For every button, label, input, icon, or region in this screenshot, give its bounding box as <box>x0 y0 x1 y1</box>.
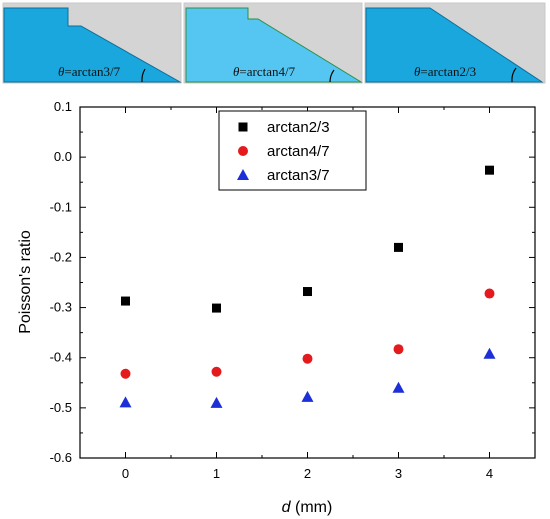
legend-marker-1 <box>238 122 248 132</box>
panel-3-theta: θ <box>414 64 421 79</box>
legend-label-3: arctan3/7 <box>267 167 330 184</box>
svg-text:θ=arctan3/7: θ=arctan3/7 <box>58 64 121 79</box>
x-axis-title: d (mm) <box>282 499 333 516</box>
geometry-panel-1: θ=arctan3/7 <box>2 2 182 84</box>
legend-label-1: arctan2/3 <box>267 119 330 136</box>
geometry-panel-3: θ=arctan2/3 <box>364 2 546 84</box>
panel-2-theta: θ <box>233 64 240 79</box>
y-tick-label: -0.3 <box>50 300 72 315</box>
series-2-point <box>302 353 313 364</box>
x-tick-label: 4 <box>486 466 493 481</box>
series-3-point <box>301 390 314 402</box>
panel-2-shape <box>185 7 363 83</box>
scatter-chart: 0.1 0.0 -0.1 -0.2 -0.3 -0.4 -0.5 -0.6 0 1 2 3 4 Poi… <box>17 99 536 516</box>
y-tick-label: -0.2 <box>50 249 72 264</box>
x-axis-unit: (mm) <box>291 499 333 516</box>
series-2-point <box>120 368 131 379</box>
panel-2-label: =arctan4/7 <box>239 64 295 79</box>
series-2-point <box>484 288 495 299</box>
series-1-point <box>212 303 221 313</box>
y-tick-label: -0.5 <box>50 400 72 415</box>
svg-text:θ=arctan4/7: θ=arctan4/7 <box>233 64 296 79</box>
panel-3-label: =arctan2/3 <box>420 64 476 79</box>
legend: arctan2/3 arctan4/7 arctan3/7 <box>218 110 367 191</box>
geometry-panels: θ=arctan3/7 θ=arctan4/7 θ=arctan2/3 <box>2 2 546 84</box>
data-markers <box>119 165 496 408</box>
svg-text:θ=arctan2/3: θ=arctan2/3 <box>414 64 476 79</box>
series-1-point <box>394 242 403 252</box>
y-tick-label: -0.6 <box>50 450 72 465</box>
y-tick-label: -0.4 <box>50 350 72 365</box>
y-axis: 0.1 0.0 -0.1 -0.2 -0.3 -0.4 -0.5 -0.6 <box>50 99 535 465</box>
legend-marker-3 <box>237 169 249 180</box>
series-3-point <box>210 396 223 408</box>
x-tick-label: 0 <box>122 466 129 481</box>
series-1-point <box>303 287 312 297</box>
series-3-point <box>483 347 496 359</box>
legend-label-2: arctan4/7 <box>267 143 330 160</box>
series-3-point <box>119 396 132 408</box>
angle-arc-icon <box>141 68 146 83</box>
y-tick-label: -0.1 <box>50 199 72 214</box>
panel-3-shape <box>365 7 544 83</box>
series-2-point <box>393 344 404 355</box>
y-tick-label: 0.1 <box>54 99 72 114</box>
y-tick-label: 0.0 <box>54 149 72 164</box>
x-tick-label: 3 <box>395 466 402 481</box>
x-axis-symbol: d <box>282 499 292 516</box>
angle-arc-icon <box>329 69 335 83</box>
geometry-panel-2: θ=arctan4/7 <box>183 2 363 84</box>
series-2-point <box>211 366 222 377</box>
x-tick-label: 1 <box>213 466 220 481</box>
legend-marker-2 <box>238 146 248 156</box>
series-3-point <box>392 381 405 393</box>
series-1-point <box>485 165 494 175</box>
series-1-point <box>121 296 130 306</box>
panel-1-theta: θ <box>58 64 65 79</box>
angle-arc-icon <box>511 67 517 83</box>
x-axis: 0 1 2 3 4 <box>79 107 536 481</box>
x-tick-label: 2 <box>304 466 311 481</box>
y-axis-title: Poisson's ratio <box>17 230 34 334</box>
panel-1-label: =arctan3/7 <box>64 64 120 79</box>
panel-1-shape <box>3 7 182 83</box>
